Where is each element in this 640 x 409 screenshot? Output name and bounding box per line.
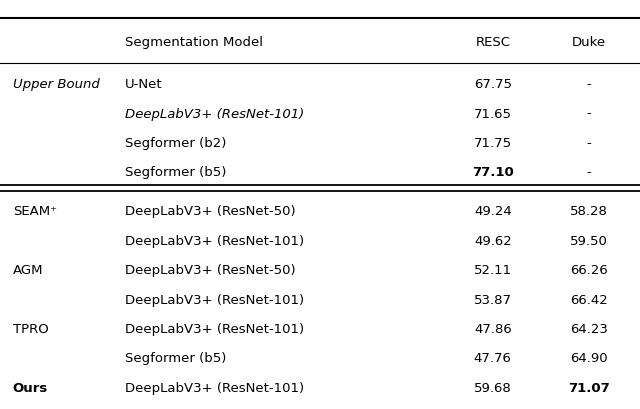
Text: DeepLabV3+ (ResNet-101): DeepLabV3+ (ResNet-101) <box>125 235 304 247</box>
Text: 77.10: 77.10 <box>472 166 514 180</box>
Text: SEAM⁺: SEAM⁺ <box>13 205 57 218</box>
Text: 64.23: 64.23 <box>570 323 608 336</box>
Text: Ours: Ours <box>13 382 48 395</box>
Text: 59.50: 59.50 <box>570 235 608 247</box>
Text: DeepLabV3+ (ResNet-101): DeepLabV3+ (ResNet-101) <box>125 323 304 336</box>
Text: DeepLabV3+ (ResNet-50): DeepLabV3+ (ResNet-50) <box>125 205 296 218</box>
Text: 47.76: 47.76 <box>474 353 512 365</box>
Text: DeepLabV3+ (ResNet-101): DeepLabV3+ (ResNet-101) <box>125 294 304 306</box>
Text: -: - <box>586 137 591 150</box>
Text: Segmentation Model: Segmentation Model <box>125 36 263 49</box>
Text: Segformer (b5): Segformer (b5) <box>125 353 226 365</box>
Text: RESC: RESC <box>476 36 510 49</box>
Text: 53.87: 53.87 <box>474 294 512 306</box>
Text: -: - <box>586 166 591 180</box>
Text: 71.65: 71.65 <box>474 108 512 121</box>
Text: 71.07: 71.07 <box>568 382 610 395</box>
Text: DeepLabV3+ (ResNet-101): DeepLabV3+ (ResNet-101) <box>125 382 304 395</box>
Text: 64.90: 64.90 <box>570 353 607 365</box>
Text: 67.75: 67.75 <box>474 78 512 91</box>
Text: 49.62: 49.62 <box>474 235 511 247</box>
Text: DeepLabV3+ (ResNet-101): DeepLabV3+ (ResNet-101) <box>125 108 304 121</box>
Text: 59.68: 59.68 <box>474 382 511 395</box>
Text: Duke: Duke <box>572 36 606 49</box>
Text: 71.75: 71.75 <box>474 137 512 150</box>
Text: 52.11: 52.11 <box>474 264 512 277</box>
Text: Segformer (b2): Segformer (b2) <box>125 137 226 150</box>
Text: -: - <box>586 78 591 91</box>
Text: 58.28: 58.28 <box>570 205 608 218</box>
Text: Upper Bound: Upper Bound <box>13 78 100 91</box>
Text: -: - <box>586 108 591 121</box>
Text: DeepLabV3+ (ResNet-50): DeepLabV3+ (ResNet-50) <box>125 264 296 277</box>
Text: U-Net: U-Net <box>125 78 163 91</box>
Text: 66.42: 66.42 <box>570 294 607 306</box>
Text: TPRO: TPRO <box>13 323 49 336</box>
Text: 49.24: 49.24 <box>474 205 511 218</box>
Text: Segformer (b5): Segformer (b5) <box>125 166 226 180</box>
Text: AGM: AGM <box>13 264 44 277</box>
Text: 66.26: 66.26 <box>570 264 607 277</box>
Text: 47.86: 47.86 <box>474 323 511 336</box>
